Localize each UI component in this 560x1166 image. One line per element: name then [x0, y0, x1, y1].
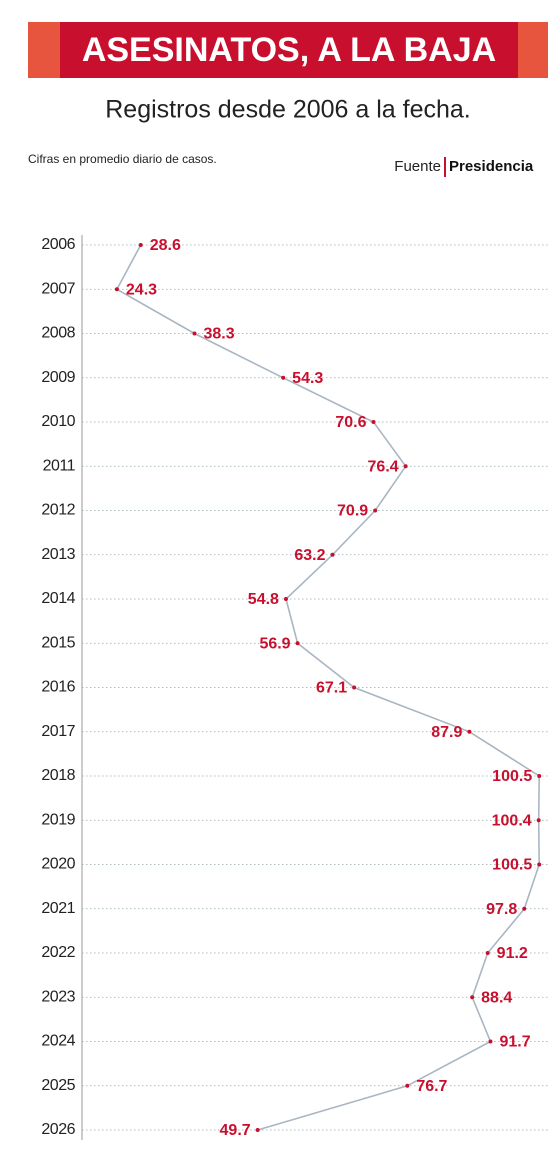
value-label: 87.9: [431, 724, 462, 741]
point: [537, 862, 542, 867]
y-tick-label: 2025: [41, 1077, 75, 1094]
y-tick-label: 2006: [41, 236, 75, 253]
point: [467, 729, 472, 734]
value-label: 28.6: [150, 237, 181, 254]
point: [352, 685, 357, 690]
subtitle: Registros desde 2006 a la fecha.: [105, 96, 471, 124]
y-tick-label: 2024: [41, 1033, 75, 1050]
value-label: 91.2: [497, 945, 528, 962]
value-label: 100.5: [492, 768, 532, 785]
y-tick-label: 2010: [41, 413, 75, 430]
y-tick-label: 2012: [41, 502, 75, 519]
y-tick-label: 2022: [41, 944, 75, 961]
value-label: 100.4: [492, 812, 532, 829]
value-label: 56.9: [259, 635, 290, 652]
value-label: 91.7: [499, 1034, 530, 1051]
value-label: 97.8: [486, 901, 517, 918]
y-tick-label: 2015: [41, 634, 75, 651]
y-tick-label: 2018: [41, 767, 75, 784]
note: Cifras en promedio diario de casos.: [28, 152, 217, 166]
value-label: 63.2: [294, 547, 325, 564]
point: [330, 552, 335, 557]
point: [371, 420, 376, 424]
value-label: 70.6: [335, 414, 366, 431]
point: [470, 995, 475, 1000]
point: [403, 464, 408, 469]
point: [485, 951, 490, 955]
value-label: 67.1: [316, 680, 347, 697]
point: [488, 1039, 493, 1044]
value-label: 49.7: [220, 1122, 251, 1139]
value-label: 54.8: [248, 591, 279, 608]
y-tick-label: 2023: [41, 988, 75, 1005]
point: [405, 1083, 410, 1088]
y-tick-label: 2019: [41, 811, 75, 828]
point: [522, 906, 527, 911]
value-label: 54.3: [292, 370, 323, 387]
value-label: 76.4: [368, 458, 399, 475]
y-tick-label: 2011: [43, 457, 76, 474]
value-label: 70.9: [337, 503, 368, 520]
point: [295, 641, 300, 646]
value-label: 76.7: [416, 1078, 447, 1095]
header-bar: [60, 22, 518, 78]
point: [373, 508, 378, 513]
point: [192, 331, 197, 336]
value-label: 88.4: [481, 989, 512, 1006]
point: [283, 597, 288, 601]
y-tick-label: 2026: [41, 1121, 75, 1138]
point: [536, 818, 541, 823]
point: [281, 375, 286, 380]
source-label: Fuente: [394, 158, 441, 175]
y-tick-label: 2013: [41, 546, 75, 563]
y-tick-label: 2014: [41, 590, 75, 607]
y-tick-label: 2021: [41, 900, 75, 917]
point: [537, 774, 542, 778]
value-label: 100.5: [492, 857, 532, 874]
value-label: 38.3: [204, 326, 235, 343]
y-tick-label: 2016: [41, 679, 75, 696]
y-tick-label: 2009: [41, 369, 75, 386]
point: [255, 1128, 260, 1132]
point: [114, 287, 119, 292]
y-tick-label: 2017: [41, 723, 75, 740]
y-tick-label: 2020: [41, 856, 75, 873]
chart-title: ASESINATOS, A LA BAJA: [82, 31, 496, 69]
y-tick-label: 2008: [41, 325, 75, 342]
point: [138, 243, 143, 247]
y-tick-label: 2007: [41, 280, 75, 297]
value-label: 24.3: [126, 281, 157, 298]
source: Presidencia: [449, 158, 534, 175]
